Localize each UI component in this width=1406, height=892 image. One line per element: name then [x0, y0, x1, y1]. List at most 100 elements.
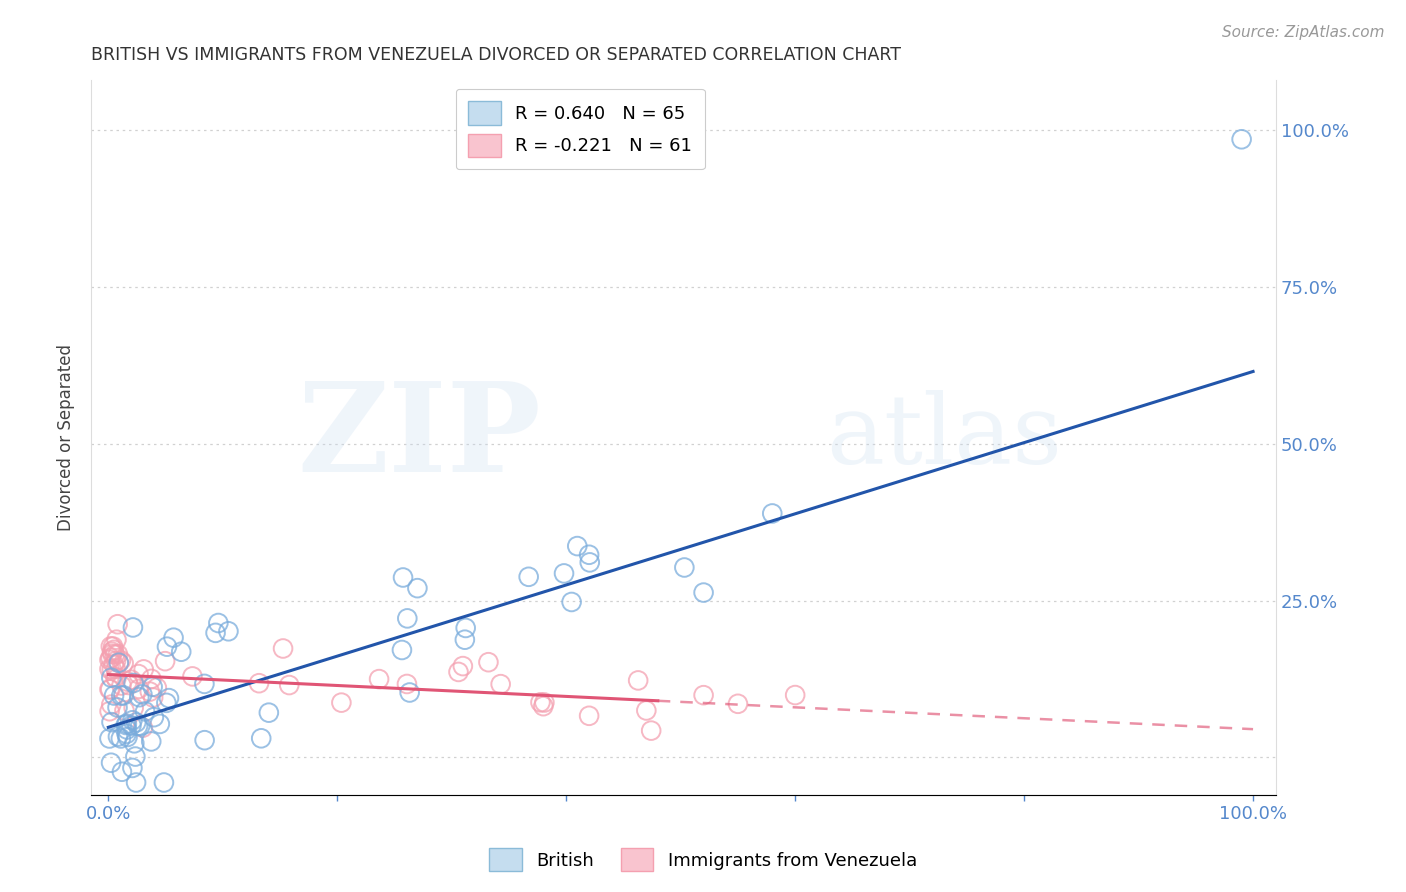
Point	[132, 662, 155, 676]
Point	[673, 560, 696, 574]
Y-axis label: Divorced or Separated: Divorced or Separated	[58, 343, 75, 531]
Point	[368, 672, 391, 686]
Point	[153, 654, 176, 668]
Point	[578, 555, 600, 569]
Point	[396, 611, 419, 625]
Point	[122, 701, 145, 715]
Point	[447, 665, 470, 679]
Point	[531, 699, 554, 714]
Point	[692, 688, 714, 702]
Point	[250, 731, 273, 746]
Point	[120, 718, 142, 732]
Point	[392, 570, 415, 584]
Point	[104, 662, 127, 676]
Legend: R = 0.640   N = 65, R = -0.221   N = 61: R = 0.640 N = 65, R = -0.221 N = 61	[456, 88, 704, 169]
Point	[207, 615, 229, 630]
Point	[107, 647, 129, 661]
Point	[727, 697, 749, 711]
Point	[128, 690, 150, 705]
Point	[114, 718, 136, 732]
Point	[134, 705, 156, 719]
Point	[149, 717, 172, 731]
Point	[156, 640, 179, 654]
Point	[111, 764, 134, 779]
Point	[100, 715, 122, 730]
Point	[104, 648, 127, 662]
Point	[120, 673, 142, 687]
Point	[98, 662, 121, 676]
Point	[131, 687, 153, 701]
Point	[107, 617, 129, 632]
Point	[112, 656, 135, 670]
Point	[141, 734, 163, 748]
Point	[517, 570, 540, 584]
Point	[115, 727, 138, 741]
Point	[129, 719, 152, 733]
Point	[122, 620, 145, 634]
Point	[105, 632, 128, 647]
Point	[132, 721, 155, 735]
Point	[162, 631, 184, 645]
Point	[193, 677, 215, 691]
Point	[477, 655, 499, 669]
Point	[553, 566, 575, 581]
Point	[139, 684, 162, 698]
Point	[103, 642, 125, 657]
Point	[578, 548, 600, 562]
Point	[118, 678, 141, 692]
Point	[204, 625, 226, 640]
Point	[406, 581, 429, 595]
Point	[110, 731, 132, 746]
Point	[98, 653, 121, 667]
Point	[107, 700, 129, 714]
Point	[105, 672, 128, 686]
Point	[107, 730, 129, 744]
Point	[454, 632, 477, 647]
Point	[153, 775, 176, 789]
Point	[108, 656, 131, 670]
Point	[454, 621, 477, 635]
Point	[640, 723, 662, 738]
Point	[100, 671, 122, 685]
Point	[529, 695, 551, 709]
Point	[105, 654, 128, 668]
Point	[110, 653, 132, 667]
Point	[578, 708, 600, 723]
Point	[110, 689, 132, 703]
Point	[141, 672, 163, 686]
Point	[114, 704, 136, 718]
Point	[692, 585, 714, 599]
Point	[117, 730, 139, 744]
Point	[121, 761, 143, 775]
Point	[142, 710, 165, 724]
Point	[108, 656, 131, 670]
Point	[103, 689, 125, 703]
Point	[112, 688, 135, 702]
Point	[100, 663, 122, 677]
Point	[146, 681, 169, 695]
Legend: British, Immigrants from Venezuela: British, Immigrants from Venezuela	[482, 841, 924, 879]
Point	[115, 723, 138, 737]
Point	[533, 696, 555, 710]
Text: Source: ZipAtlas.com: Source: ZipAtlas.com	[1222, 25, 1385, 40]
Point	[391, 643, 413, 657]
Point	[110, 678, 132, 692]
Point	[247, 676, 270, 690]
Point	[155, 696, 177, 710]
Point	[98, 704, 121, 718]
Point	[627, 673, 650, 688]
Point	[121, 713, 143, 727]
Point	[395, 677, 418, 691]
Point	[157, 691, 180, 706]
Point	[142, 680, 165, 694]
Point	[561, 595, 583, 609]
Point	[128, 667, 150, 681]
Point	[100, 698, 122, 712]
Point	[127, 719, 149, 733]
Point	[451, 659, 474, 673]
Point	[98, 682, 121, 697]
Point	[101, 640, 124, 654]
Point	[117, 674, 139, 689]
Point	[98, 682, 121, 697]
Point	[194, 733, 217, 747]
